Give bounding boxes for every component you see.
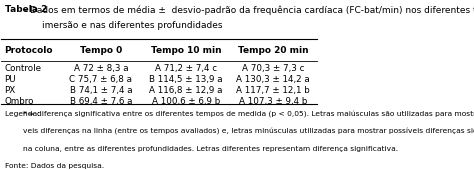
Text: Controle: Controle: [5, 64, 42, 73]
Text: Ombro: Ombro: [5, 97, 34, 106]
Text: Tempo 10 min: Tempo 10 min: [151, 46, 221, 55]
Text: PX: PX: [5, 86, 16, 95]
Text: A 70,3 ± 7,3 c: A 70,3 ± 7,3 c: [242, 64, 304, 73]
Text: A 107,3 ± 9,4 b: A 107,3 ± 9,4 b: [239, 97, 307, 106]
Text: Tempo 20 min: Tempo 20 min: [237, 46, 308, 55]
Text: B 69,4 ± 7,6 a: B 69,4 ± 7,6 a: [70, 97, 132, 106]
Text: A 72 ± 8,3 a: A 72 ± 8,3 a: [73, 64, 128, 73]
Text: na coluna, entre as diferentes profundidades. Letras diferentes representam dife: na coluna, entre as diferentes profundid…: [23, 146, 398, 152]
Text: - Dados em termos de média ±  desvio-padrão da frequência cardíaca (FC-bat/min) : - Dados em termos de média ± desvio-padr…: [21, 5, 474, 15]
Text: A 116,8 ± 12,9 a: A 116,8 ± 12,9 a: [149, 86, 223, 95]
Text: A 130,3 ± 14,2 a: A 130,3 ± 14,2 a: [236, 75, 310, 84]
Text: B 114,5 ± 13,9 a: B 114,5 ± 13,9 a: [149, 75, 223, 84]
Text: C 75,7 ± 6,8 a: C 75,7 ± 6,8 a: [69, 75, 132, 84]
Text: PU: PU: [5, 75, 16, 84]
Text: *: *: [23, 111, 27, 117]
Text: A 117,7 ± 12,1 b: A 117,7 ± 12,1 b: [236, 86, 310, 95]
Text: Tempo 0: Tempo 0: [80, 46, 122, 55]
Text: A 100,6 ± 6,9 b: A 100,6 ± 6,9 b: [152, 97, 220, 106]
Text: Tabela 2: Tabela 2: [5, 5, 47, 14]
Text: A 71,2 ± 7,4 c: A 71,2 ± 7,4 c: [155, 64, 217, 73]
Text: = diferença significativa entre os diferentes tempos de medida (p < 0,05). Letra: = diferença significativa entre os difer…: [26, 111, 474, 118]
Text: imersão e nas diferentes profundidades: imersão e nas diferentes profundidades: [43, 21, 223, 30]
Text: Fonte: Dados da pesquisa.: Fonte: Dados da pesquisa.: [5, 163, 104, 169]
Text: Legenda:: Legenda:: [5, 111, 42, 117]
Text: B 74,1 ± 7,4 a: B 74,1 ± 7,4 a: [70, 86, 132, 95]
Text: veis diferenças na linha (entre os tempos avaliados) e, letras minúsculas utiliz: veis diferenças na linha (entre os tempo…: [23, 129, 474, 135]
Text: Protocolo: Protocolo: [5, 46, 53, 55]
